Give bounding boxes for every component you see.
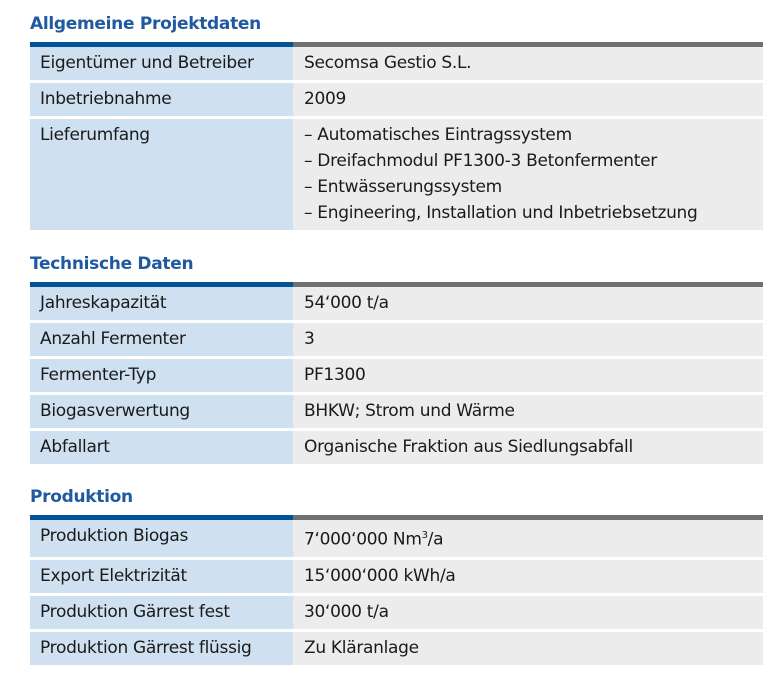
section-technical: Technische Daten Jahreskapazität 54‘000 t… bbox=[30, 252, 763, 467]
table-row: Produktion Gärrest fest 30‘000 t/a bbox=[30, 595, 763, 629]
header-bar bbox=[30, 282, 763, 287]
section-production: Produktion Produktion Biogas 7‘000‘000 Nm… bbox=[30, 485, 763, 668]
section-heading: Allgemeine Projektdaten bbox=[30, 14, 261, 34]
header-bar bbox=[30, 42, 763, 47]
table-row: Lieferumfang – Automatisches Eintragssys… bbox=[30, 119, 763, 230]
row-value: Secomsa Gestio S.L. bbox=[293, 47, 763, 80]
table-row: Abfallart Organische Fraktion aus Siedlun… bbox=[30, 431, 763, 464]
row-label: Anzahl Fermenter bbox=[30, 323, 293, 356]
row-label: Jahreskapazität bbox=[30, 287, 293, 320]
table-row: Jahreskapazität 54‘000 t/a bbox=[30, 287, 763, 320]
row-label: Abfallart bbox=[30, 431, 293, 464]
list-item: – Entwässerungssystem bbox=[304, 177, 502, 197]
table-row: Produktion Gärrest flüssig Zu Kläranlage bbox=[30, 631, 763, 665]
row-value: 54‘000 t/a bbox=[293, 287, 763, 320]
list-item: – Engineering, Installation und Inbetrie… bbox=[304, 203, 698, 223]
row-label: Eigentümer und Betreiber bbox=[30, 47, 293, 80]
row-value: 30‘000 t/a bbox=[293, 595, 763, 629]
list-item: – Dreifachmodul PF1300-3 Betonfermenter bbox=[304, 151, 657, 171]
row-value: 15‘000‘000 kWh/a bbox=[293, 559, 763, 593]
row-label: Produktion Gärrest fest bbox=[30, 595, 293, 629]
row-label: Produktion Biogas bbox=[30, 520, 293, 557]
row-label: Fermenter-Typ bbox=[30, 359, 293, 392]
section-heading: Produktion bbox=[30, 487, 133, 507]
row-value: BHKW; Strom und Wärme bbox=[293, 395, 763, 428]
header-bar bbox=[30, 515, 763, 520]
row-value: PF1300 bbox=[293, 359, 763, 392]
table-row: Export Elektrizität 15‘000‘000 kWh/a bbox=[30, 559, 763, 593]
row-value-list: – Automatisches Eintragssystem – Dreifac… bbox=[293, 119, 763, 230]
row-label: Export Elektrizität bbox=[30, 559, 293, 593]
row-label: Lieferumfang bbox=[30, 119, 293, 230]
list-item: – Automatisches Eintragssystem bbox=[304, 125, 572, 145]
row-value: 3 bbox=[293, 323, 763, 356]
row-label: Produktion Gärrest flüssig bbox=[30, 631, 293, 665]
table-row: Biogasverwertung BHKW; Strom und Wärme bbox=[30, 395, 763, 428]
table-row: Inbetriebnahme 2009 bbox=[30, 83, 763, 116]
table-row: Eigentümer und Betreiber Secomsa Gestio S… bbox=[30, 47, 763, 80]
section-general: Allgemeine Projektdaten Eigentümer und B… bbox=[30, 12, 763, 233]
row-value: 2009 bbox=[293, 83, 763, 116]
table-row: Anzahl Fermenter 3 bbox=[30, 323, 763, 356]
value-superscript: 3 bbox=[421, 530, 428, 541]
section-heading: Technische Daten bbox=[30, 254, 194, 274]
table-row: Fermenter-Typ PF1300 bbox=[30, 359, 763, 392]
row-label: Inbetriebnahme bbox=[30, 83, 293, 116]
table-row: Produktion Biogas 7‘000‘000 Nm3/a bbox=[30, 520, 763, 557]
row-label: Biogasverwertung bbox=[30, 395, 293, 428]
row-value: 7‘000‘000 Nm3/a bbox=[293, 520, 763, 557]
row-value: Organische Fraktion aus Siedlungsabfall bbox=[293, 431, 763, 464]
value-text: 7‘000‘000 Nm bbox=[304, 529, 422, 550]
row-value: Zu Kläranlage bbox=[293, 631, 763, 665]
value-suffix: /a bbox=[427, 529, 444, 550]
